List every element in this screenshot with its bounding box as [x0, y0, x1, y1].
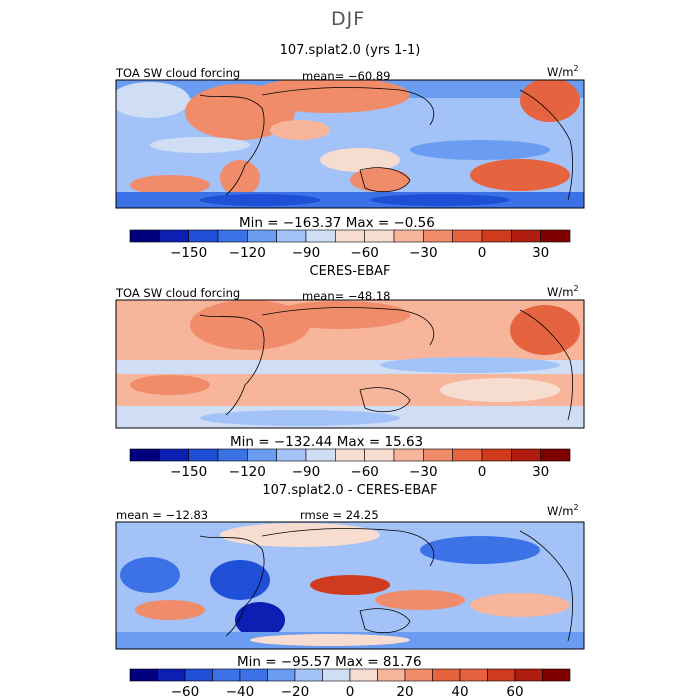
- colorbar-swatch: [239, 668, 268, 682]
- panel1-variable-label: TOA SW cloud forcing: [116, 66, 241, 80]
- colorbar-swatch: [212, 668, 241, 682]
- colorbar-swatch: [184, 668, 213, 682]
- colorbar-swatch: [322, 668, 351, 682]
- colorbar-tick-label: −20: [281, 684, 310, 700]
- colorbar-tick-label: −90: [292, 464, 321, 480]
- colorbar-tick-label: 0: [478, 464, 487, 480]
- panel3-rmse: rmse = 24.25: [300, 508, 379, 522]
- colorbar-tick-label: −40: [226, 684, 255, 700]
- colorbar-tick-label: −120: [229, 245, 266, 261]
- colorbar-tick-label: −150: [170, 464, 207, 480]
- colorbar-tick-label: 0: [346, 684, 355, 700]
- panel2-variable-label: TOA SW cloud forcing: [116, 286, 241, 300]
- colorbar-swatch: [487, 668, 516, 682]
- colorbar-swatch: [542, 668, 571, 682]
- panel1-minmax: Min = −163.37 Max = −0.56: [239, 215, 435, 231]
- colorbar-swatch: [459, 668, 488, 682]
- colorbar-swatch: [404, 668, 433, 682]
- colorbar-swatch: [432, 668, 461, 682]
- panel2-units: W/m2: [547, 284, 579, 299]
- panel3-mean: mean = −12.83: [116, 508, 209, 522]
- colorbar-tick-label: 60: [506, 684, 523, 700]
- colorbar-tick-label: −120: [229, 464, 266, 480]
- colorbar-tick-label: 40: [451, 684, 468, 700]
- colorbar-swatch: [540, 229, 571, 243]
- panel2-minmax: Min = −132.44 Max = 15.63: [230, 434, 424, 450]
- panel3-title: 107.splat2.0 - CERES-EBAF: [262, 483, 438, 498]
- colorbar-tick-label: −60: [350, 464, 379, 480]
- colorbar-swatch: [267, 668, 296, 682]
- colorbar-tick-label: 30: [532, 464, 549, 480]
- colorbar-tick-label: −150: [170, 245, 207, 261]
- colorbar-tick-label: 0: [478, 245, 487, 261]
- colorbar-tick-label: 20: [396, 684, 413, 700]
- colorbar-swatch: [157, 668, 186, 682]
- colorbar-tick-label: −30: [409, 464, 438, 480]
- panel3-minmax: Min = −95.57 Max = 81.76: [237, 654, 422, 670]
- panel3-units: W/m2: [547, 503, 579, 518]
- panel2-title: CERES-EBAF: [309, 264, 391, 279]
- colorbar-swatch: [294, 668, 323, 682]
- colorbar-swatch: [349, 668, 378, 682]
- panel1-title: 107.splat2.0 (yrs 1-1): [279, 43, 421, 58]
- colorbar-tick-label: −60: [171, 684, 200, 700]
- colorbar-swatch: [514, 668, 543, 682]
- colorbar-swatch: [540, 448, 571, 462]
- colorbar-swatch: [377, 668, 406, 682]
- season-title: DJF: [331, 8, 366, 30]
- colorbar-swatch: [129, 668, 158, 682]
- colorbar-tick-label: −90: [292, 245, 321, 261]
- colorbar-tick-label: −30: [409, 245, 438, 261]
- colorbar-tick-label: 30: [532, 245, 549, 261]
- colorbar-tick-label: −60: [350, 245, 379, 261]
- panel1-units: W/m2: [547, 64, 579, 79]
